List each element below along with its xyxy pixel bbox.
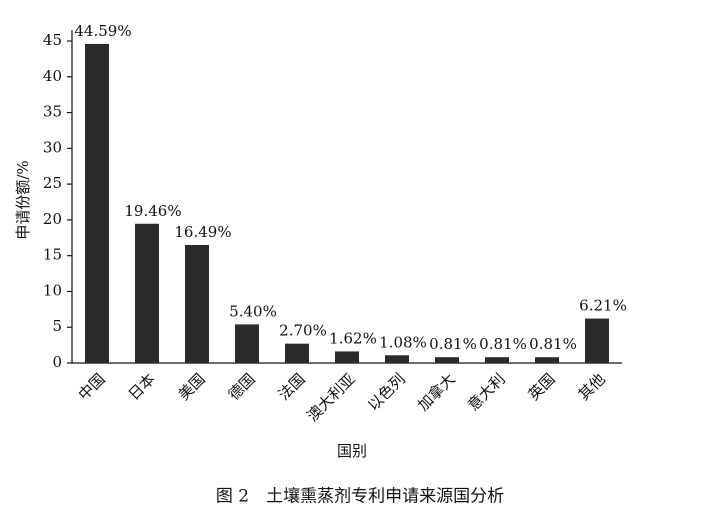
x-tick-label: 以色列 <box>364 370 409 415</box>
x-tick-label: 其他 <box>575 370 609 404</box>
y-tick-label: 45 <box>43 31 62 49</box>
x-tick-label: 加拿大 <box>414 370 459 415</box>
value-label: 19.46% <box>124 202 181 220</box>
value-label: 16.49% <box>174 223 231 241</box>
bar <box>135 223 159 363</box>
y-tick-label: 0 <box>52 353 62 371</box>
x-tick-label: 英国 <box>525 370 559 404</box>
bar <box>485 357 509 363</box>
x-tick-label: 德国 <box>225 370 259 404</box>
value-label: 0.81% <box>479 335 527 353</box>
y-tick-label: 20 <box>43 210 62 228</box>
x-tick-label: 澳大利亚 <box>303 370 358 425</box>
bar <box>285 343 309 363</box>
x-tick-label: 中国 <box>75 370 109 404</box>
value-label: 44.59% <box>74 22 131 40</box>
bar <box>435 357 459 363</box>
bar <box>85 43 109 363</box>
x-tick-label: 法国 <box>275 370 309 404</box>
value-label: 1.08% <box>379 333 427 351</box>
caption: 图 2 土壤熏蒸剂专利申请来源国分析 <box>216 486 504 507</box>
y-tick-label: 25 <box>43 174 62 192</box>
x-axis-label: 国别 <box>337 442 367 460</box>
value-label: 1.62% <box>329 329 377 347</box>
y-tick-label: 30 <box>43 138 62 156</box>
y-tick-label: 10 <box>43 281 62 299</box>
y-axis-label: 申请份额/% <box>14 160 32 239</box>
bar <box>385 355 409 363</box>
value-label: 0.81% <box>429 335 477 353</box>
y-tick-label: 5 <box>52 317 62 335</box>
x-tick-label: 日本 <box>125 370 159 404</box>
bar <box>335 351 359 363</box>
y-tick-label: 40 <box>43 67 62 85</box>
y-tick-label: 35 <box>43 103 62 121</box>
x-tick-label: 意大利 <box>464 370 509 415</box>
value-label: 6.21% <box>579 297 627 315</box>
bar <box>585 318 609 363</box>
value-label: 5.40% <box>229 302 277 320</box>
value-label: 2.70% <box>279 322 327 340</box>
value-label: 0.81% <box>529 335 577 353</box>
bar <box>235 324 259 363</box>
bar <box>535 357 559 363</box>
bar <box>185 245 209 363</box>
x-tick-label: 美国 <box>175 370 209 404</box>
y-tick-label: 15 <box>43 246 62 264</box>
